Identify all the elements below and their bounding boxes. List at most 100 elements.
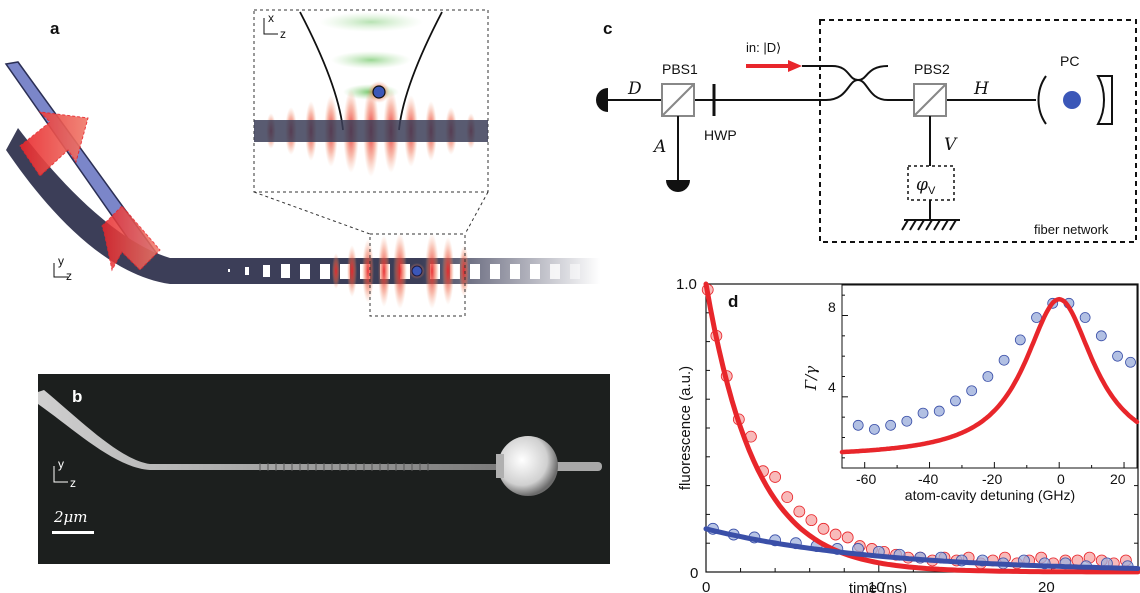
- fiber-network-box: [819, 19, 1137, 243]
- inset-xtick-label: -20: [982, 471, 1002, 487]
- inset-plot-data: [839, 296, 1140, 455]
- hwp-label: HWP: [704, 127, 737, 143]
- panel-a-inset: x z: [253, 9, 489, 193]
- phase-shifter: [907, 165, 955, 201]
- data-point: [793, 505, 806, 518]
- data-point: [769, 471, 782, 483]
- svg-text:H: H: [973, 79, 990, 99]
- inset-data-point: [1079, 312, 1091, 323]
- cavity-mirror-right: [1096, 75, 1113, 125]
- sem-microsphere: [498, 436, 558, 496]
- panel-label-d: d: [728, 292, 738, 311]
- inset-x-axis-label: atom-cavity detuning (GHz): [905, 487, 1075, 503]
- svg-text:V: V: [944, 135, 958, 155]
- data-point: [781, 491, 794, 504]
- inset-data-point: [966, 385, 978, 397]
- data-point: [841, 531, 854, 544]
- fit-curve: [703, 281, 1140, 575]
- svg-text:y: y: [58, 457, 64, 471]
- trap-boundary-right: [398, 11, 443, 131]
- inset-data-point: [917, 407, 929, 419]
- inset-data-point: [982, 371, 994, 382]
- ground-icon: [901, 219, 960, 231]
- svg-text:A: A: [652, 137, 666, 157]
- data-point: [829, 528, 842, 541]
- xtick-label: 10: [868, 579, 885, 593]
- inset-data-point: [1014, 334, 1026, 346]
- fiber-network-label: fiber network: [1034, 222, 1109, 237]
- inset-xtick-label: -40: [918, 471, 938, 487]
- inset-ticks: [842, 294, 1125, 468]
- svg-text:z: z: [70, 476, 76, 490]
- inset-data-point: [1112, 350, 1123, 362]
- svg-text:D: D: [627, 79, 642, 99]
- panel-d: 1.0 0 0 10 20 time (ns) fluorescence (a.…: [676, 276, 1140, 593]
- panel-a: a: [4, 9, 600, 317]
- scale-bar: [52, 531, 94, 534]
- inset-data-point: [933, 405, 945, 417]
- pbs2-icon: [913, 83, 947, 117]
- pbs1-icon: [661, 83, 695, 117]
- nanobeam-waveguide: [6, 128, 600, 284]
- inset-data-point: [998, 354, 1010, 366]
- axis-indicator-yz: y z: [53, 254, 72, 283]
- panel-c: c fiber network D PBS1 A HWP in: |D⟩: [596, 19, 1137, 243]
- fit-curve: [703, 526, 1140, 571]
- panel-label-a: a: [50, 19, 60, 38]
- svg-text:z: z: [66, 269, 72, 283]
- panel-label-c: c: [603, 19, 612, 38]
- inset-waveguide: [254, 120, 488, 142]
- inset-data-point: [901, 415, 913, 427]
- inset-data-point: [950, 395, 961, 407]
- input-arrow-icon: [788, 60, 802, 72]
- axis-indicator-xz: x z: [263, 11, 286, 41]
- inset-data-point: [869, 423, 880, 435]
- inset-y-axis-label: Γ/γ: [802, 366, 820, 391]
- trap-boundary-left: [299, 11, 344, 131]
- cavity-field-pattern: [332, 233, 469, 309]
- svg-text:V: V: [928, 185, 936, 197]
- svg-text:y: y: [58, 254, 64, 268]
- input-label: in: |D⟩: [746, 40, 781, 55]
- atom-marker: [411, 265, 423, 277]
- data-point: [805, 514, 818, 527]
- arrow-icon: [19, 111, 89, 177]
- inset-fit-curve: [839, 296, 1140, 455]
- sem-holes: [259, 463, 429, 471]
- inset-xtick-label: 20: [1110, 471, 1126, 487]
- data-point: [817, 522, 830, 535]
- pc-label: PC: [1060, 53, 1079, 69]
- detector-d-icon: [596, 88, 608, 112]
- inset-data-point: [852, 419, 864, 431]
- panel-label-b: b: [72, 387, 82, 406]
- arrow-icon: [101, 205, 161, 272]
- inset-xtick-label: -60: [856, 471, 876, 487]
- scale-bar-label: 2μm: [53, 508, 88, 526]
- pbs2-label: PBS2: [914, 61, 950, 77]
- inset-atom-marker: [372, 85, 386, 99]
- panel-b: b y z 2μm: [38, 374, 610, 564]
- inset-data-point: [885, 419, 897, 431]
- inset-xtick-label: 0: [1057, 471, 1065, 487]
- inset-data-point: [1095, 330, 1107, 342]
- ytick-label: 0: [690, 565, 698, 582]
- svg-text:φ: φ: [916, 175, 928, 195]
- zoom-box: [369, 233, 466, 317]
- pbs1-label: PBS1: [662, 61, 698, 77]
- xtick-label: 0: [702, 579, 710, 593]
- beam-arrows: [19, 111, 161, 272]
- cavity-mirror-left: [1037, 75, 1047, 125]
- inset-ytick-label: 4: [828, 379, 836, 395]
- inset-data-point: [1031, 312, 1042, 323]
- svg-text:x: x: [268, 11, 274, 25]
- svg-text:z: z: [280, 27, 286, 41]
- axis-indicator-yz-b: y z: [53, 457, 76, 490]
- main-plot-data: [701, 281, 1140, 575]
- inset-data-point: [1125, 356, 1136, 368]
- xtick-label: 20: [1038, 579, 1055, 593]
- cavity-atom-icon: [1063, 91, 1081, 109]
- detector-a-icon: [666, 180, 690, 192]
- ytick-label: 1.0: [676, 276, 697, 293]
- x-axis-label: time (ns): [849, 580, 907, 593]
